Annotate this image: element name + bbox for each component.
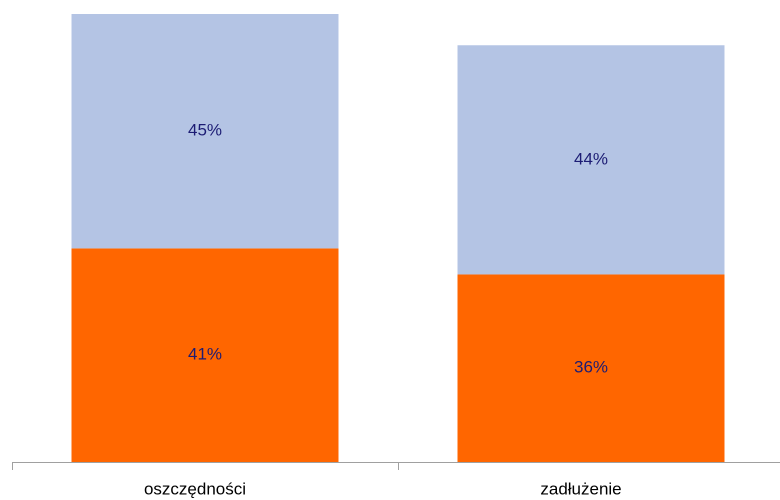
- value-label: 44%: [574, 149, 608, 168]
- bar-segment: [457, 45, 725, 275]
- bar-segment: [457, 274, 725, 462]
- bar-segment: [71, 14, 339, 249]
- x-tick-label: oszczędności: [144, 479, 246, 498]
- value-label: 36%: [574, 358, 608, 377]
- value-label: 41%: [188, 345, 222, 364]
- bar-segment: [71, 248, 339, 462]
- value-label: 45%: [188, 121, 222, 140]
- x-tick-label: zadłużenie: [540, 479, 621, 498]
